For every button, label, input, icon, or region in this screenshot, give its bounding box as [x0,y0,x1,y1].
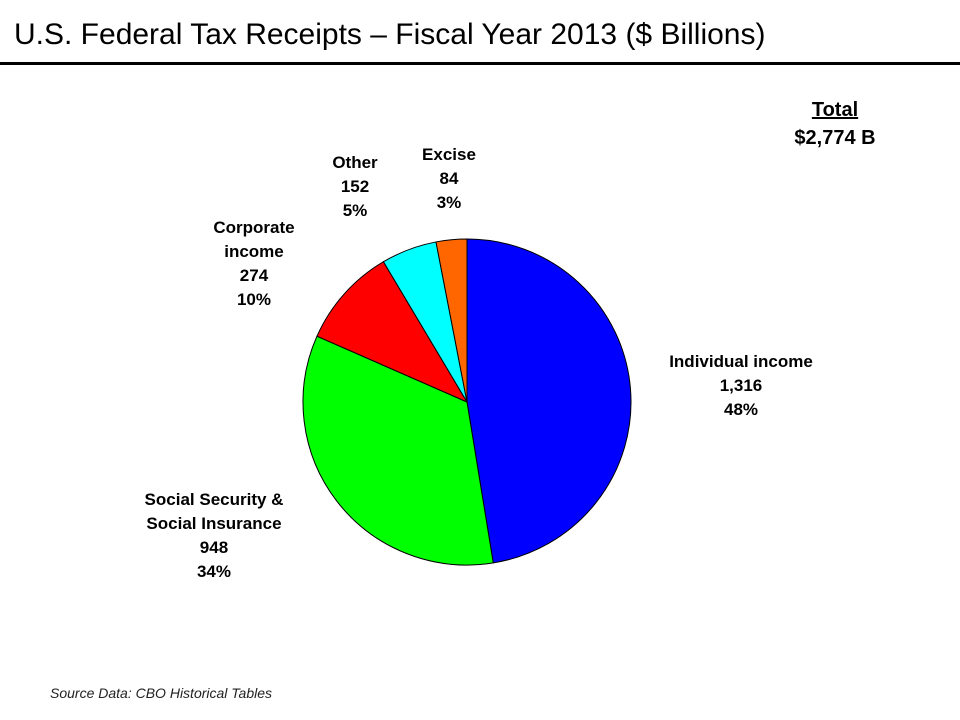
slice-percent: 48% [723,400,759,419]
total-label: Total [811,99,859,121]
total-value: $2,774 B [794,127,876,149]
slice-percent: 5% [342,201,368,220]
slice-value: 84 [439,169,459,188]
slice-percent: 10% [236,290,272,309]
slice-label-individual-income: Individual income 1,316 48% [669,350,813,422]
pie-slice-excise [435,238,468,403]
slice-name-line-1: Social Security & [144,490,284,509]
slice-value: 948 [199,538,229,557]
slice-name: Individual income [669,352,813,371]
slice-label-social-security: Social Security & Social Insurance 948 3… [145,488,284,584]
slice-name-line-2: Social Insurance [146,514,282,533]
slice-name: Excise [422,145,476,164]
slice-value: 1,316 [719,376,763,395]
slice-label-other: Other 152 5% [332,151,377,223]
slice-percent: 34% [196,562,232,581]
slice-name-line-1: Corporate [213,218,295,237]
slice-percent: 3% [436,193,462,212]
slice-name: Other [332,153,378,172]
slice-value: 152 [340,177,370,196]
pie-slice-social-security [302,335,494,566]
total-box: Total $2,774 B [760,96,910,152]
slice-value: 274 [239,266,269,285]
pie-slice-individual-income [466,238,632,564]
source-note: Source Data: CBO Historical Tables [50,685,273,701]
slice-name-line-2: income [224,242,284,261]
title-divider [0,62,960,65]
pie-slice-corporate-income [316,261,469,404]
slice-label-excise: Excise 84 3% [422,143,476,215]
slice-label-corporate-income: Corporate income 274 10% [213,216,294,312]
page-title: U.S. Federal Tax Receipts – Fiscal Year … [14,18,766,51]
